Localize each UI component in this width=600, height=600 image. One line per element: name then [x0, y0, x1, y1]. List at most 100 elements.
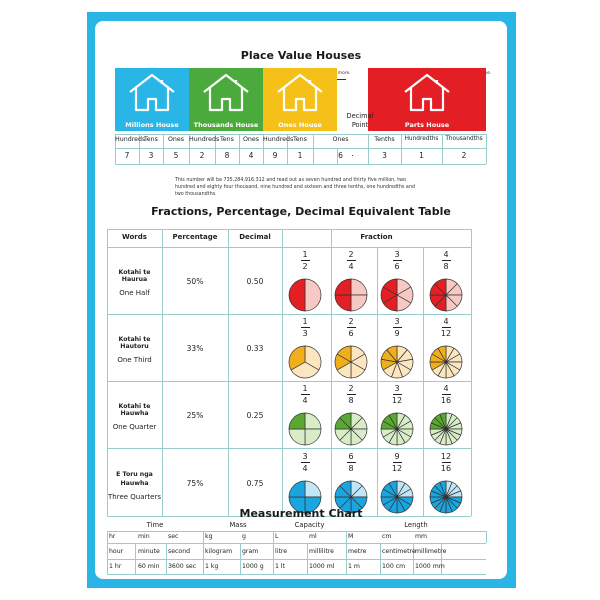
fraction-pie: [429, 278, 463, 312]
fraction-bar: [346, 260, 356, 261]
pv-col-header: Ones: [332, 136, 349, 143]
denominator: 8: [443, 262, 449, 271]
row-decimal: 0.25: [246, 411, 264, 420]
fraction-pie: [429, 480, 463, 514]
row-percentage: 50%: [186, 277, 204, 286]
row-maori: Kotahi te Haurua: [118, 269, 151, 283]
meas-abbr: min: [138, 533, 150, 540]
header-words: Words: [122, 233, 147, 241]
denominator: 6: [394, 262, 400, 271]
denominator: 16: [440, 464, 452, 473]
pie-slice: [439, 412, 447, 430]
grid-line: [282, 229, 283, 516]
grid-line: [380, 543, 381, 574]
numerator: 1: [302, 317, 308, 326]
pv-title: Place Value Houses: [240, 49, 362, 62]
grid-line: [135, 543, 136, 574]
poster-sheet: Place Value Houses Numbers left of a dec…: [95, 21, 507, 579]
grid-line: [442, 134, 443, 164]
fraction-pie: [429, 412, 463, 446]
house-label: Millions House: [125, 121, 179, 129]
fraction-pie: [380, 278, 414, 312]
row-percentage: 75%: [186, 479, 204, 488]
meas-group: Mass: [229, 521, 247, 529]
grid-line: [239, 134, 240, 164]
pv-col-header: Tens: [144, 136, 158, 143]
denominator: 8: [348, 396, 354, 405]
pv-digit: 3: [382, 151, 387, 160]
numerator: 2: [348, 250, 354, 259]
pie-slice: [388, 412, 398, 431]
grid-line: [189, 134, 190, 164]
meas-name: gram: [242, 548, 259, 555]
house-icon: [203, 73, 249, 112]
meas-name: metre: [348, 548, 367, 555]
numerator: 3: [394, 317, 400, 326]
numerator: 3: [302, 452, 308, 461]
row-english: One Quarter: [112, 423, 157, 431]
pie-slice: [334, 278, 352, 296]
row-english: One Third: [117, 356, 152, 364]
fraction-pie: [334, 345, 368, 379]
numerator: 1: [302, 384, 308, 393]
row-maori: E Toru nga: [116, 471, 153, 478]
fraction-bar: [346, 394, 356, 395]
meas-abbr: kg: [205, 533, 213, 540]
pv-digit: 1: [419, 151, 424, 160]
numerator: 9: [394, 452, 400, 461]
denominator: 2: [302, 262, 308, 271]
row-words: Kotahi te Hauwha One Quarter: [107, 403, 162, 431]
grid-line: [107, 531, 108, 543]
pie-slice: [434, 278, 447, 296]
pie-slice: [339, 412, 352, 430]
pie-slice: [437, 345, 447, 364]
pv-digit: 1: [297, 151, 303, 160]
fraction-pie: [288, 345, 322, 379]
fraction-bar: [300, 394, 310, 395]
grid-line: [240, 543, 241, 574]
numerator: 4: [443, 384, 449, 393]
meas-group: Time: [146, 521, 164, 529]
pv-digit: 3: [148, 151, 154, 160]
denominator: 9: [394, 329, 400, 338]
house-2: Ones House: [263, 68, 337, 131]
house-1: Thousands House: [189, 68, 263, 131]
pie-slice: [388, 480, 398, 499]
house-label: Thousands House: [193, 121, 259, 129]
fraction-pie: [288, 412, 322, 446]
grid-line: [486, 134, 487, 164]
pie-slice: [350, 278, 368, 296]
row-words: E Toru nga Hauwha Three Quarters: [107, 471, 162, 501]
grid-line: [263, 134, 264, 164]
numerator: 4: [443, 250, 449, 259]
fraction-bar: [392, 462, 402, 463]
meas-abbr: mm: [415, 533, 428, 540]
grid-line: [163, 134, 164, 164]
pie-slice: [288, 345, 306, 371]
denominator: 12: [440, 329, 452, 338]
fraction-label: 4 16: [434, 383, 458, 406]
pv-col-header: Thousandths: [445, 136, 483, 142]
pie-slice: [304, 428, 322, 446]
pv-col-header: Ones: [242, 136, 260, 143]
pie-slice: [304, 480, 322, 498]
fraction-bar: [346, 327, 356, 328]
numerator: 12: [440, 452, 452, 461]
fraction-pie: [380, 480, 414, 514]
pie-slice: [288, 278, 306, 312]
meas-title: Measurement Chart: [239, 507, 363, 520]
meas-value: 1 m: [348, 563, 360, 570]
pv-col-header: Hundreds: [115, 136, 146, 143]
meas-abbr: sec: [168, 533, 179, 540]
grid-line: [441, 543, 442, 574]
row-words: Kotahi te Hautoru One Third: [107, 336, 162, 364]
grid-line: [486, 531, 487, 543]
house-icon: [404, 73, 450, 112]
grid-line: [377, 247, 378, 516]
numerator: 1: [302, 250, 308, 259]
house-3: Parts House: [368, 68, 486, 131]
